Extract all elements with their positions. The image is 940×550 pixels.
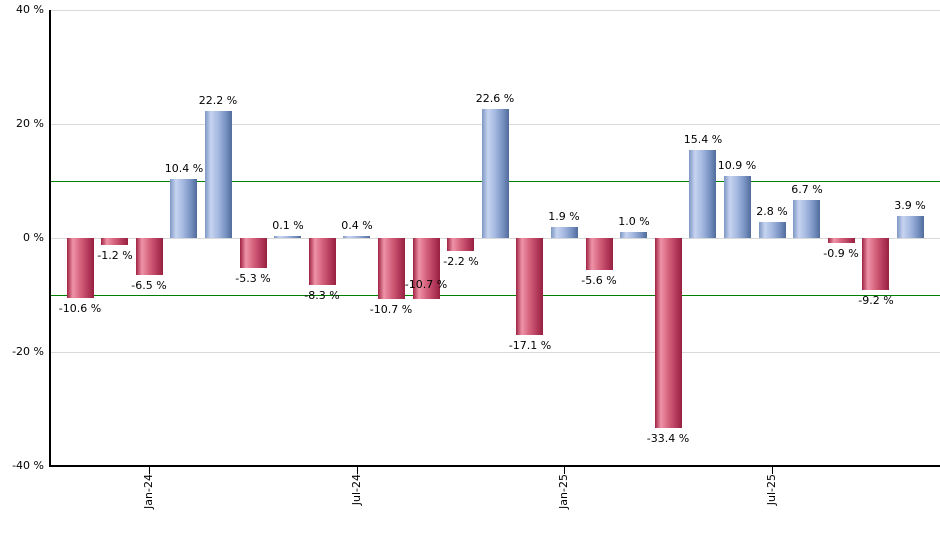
gridline (51, 352, 940, 353)
bar-value-label: 22.6 % (475, 92, 515, 105)
x-axis-tick-label-text: Jan-24 (142, 474, 155, 509)
reference-line (51, 295, 940, 296)
y-axis-tick-label: 0 % (23, 231, 44, 244)
bar-value-label: 1.0 % (618, 215, 650, 228)
bar (551, 227, 578, 238)
bar-value-label: -10.6 % (58, 302, 102, 315)
bar (862, 238, 889, 290)
bar-value-label: 3.9 % (894, 199, 926, 212)
bar (689, 150, 716, 238)
bar (413, 238, 440, 299)
y-axis-tick-label: 20 % (16, 117, 44, 130)
bar (343, 236, 370, 238)
x-axis-tick (149, 466, 150, 474)
bar-value-label: 2.8 % (756, 205, 788, 218)
y-axis-line (49, 10, 51, 467)
x-axis-tick (772, 466, 773, 474)
bar-value-label: -8.3 % (304, 289, 340, 302)
bar (897, 216, 924, 238)
bar-value-label: 0.4 % (341, 219, 373, 232)
bar-value-label: -17.1 % (508, 339, 552, 352)
bar-value-label: -5.6 % (581, 274, 617, 287)
bar-value-label: 22.2 % (198, 94, 238, 107)
bar (447, 238, 474, 251)
x-axis-tick-label-text: Jan-25 (557, 474, 570, 509)
y-axis-tick-label: 40 % (16, 3, 44, 16)
bar-value-label: -1.2 % (97, 249, 133, 262)
bar-value-label: 10.9 % (717, 159, 757, 172)
bar (240, 238, 267, 268)
bar-value-label: 0.1 % (272, 219, 304, 232)
bar (101, 238, 128, 245)
gridline (51, 238, 940, 239)
x-axis-tick (564, 466, 565, 474)
gridline (51, 10, 940, 11)
bar-value-label: -10.7 % (369, 303, 413, 316)
bar-value-label: -5.3 % (235, 272, 271, 285)
bar (309, 238, 336, 285)
x-axis-tick-label-text: Jul-25 (765, 474, 778, 506)
bar (655, 238, 682, 428)
bar (482, 109, 509, 238)
bar (170, 179, 197, 238)
bar-value-label: -6.5 % (131, 279, 167, 292)
bar (724, 176, 751, 238)
bar-value-label: -10.7 % (404, 278, 448, 291)
bar (620, 232, 647, 238)
bar (828, 238, 855, 243)
bar (759, 222, 786, 238)
bar-value-label: -33.4 % (646, 432, 690, 445)
x-axis-tick (357, 466, 358, 474)
bar-value-label: 1.9 % (548, 210, 580, 223)
bar (516, 238, 543, 335)
bar-value-label: -2.2 % (443, 255, 479, 268)
bar-value-label: 15.4 % (683, 133, 723, 146)
y-axis-tick-label: -20 % (12, 345, 44, 358)
bar (67, 238, 94, 298)
x-axis-tick-label-text: Jul-24 (350, 474, 363, 506)
bar-value-label: -0.9 % (823, 247, 859, 260)
y-axis-tick-label: -40 % (12, 459, 44, 472)
bar-value-label: 10.4 % (164, 162, 204, 175)
bar (586, 238, 613, 270)
x-axis-line (49, 465, 940, 467)
bar (274, 236, 301, 238)
bar (378, 238, 405, 299)
bar (136, 238, 163, 275)
bar-value-label: 6.7 % (791, 183, 823, 196)
bar-value-label: -9.2 % (858, 294, 894, 307)
bar (793, 200, 820, 238)
bar (205, 111, 232, 238)
